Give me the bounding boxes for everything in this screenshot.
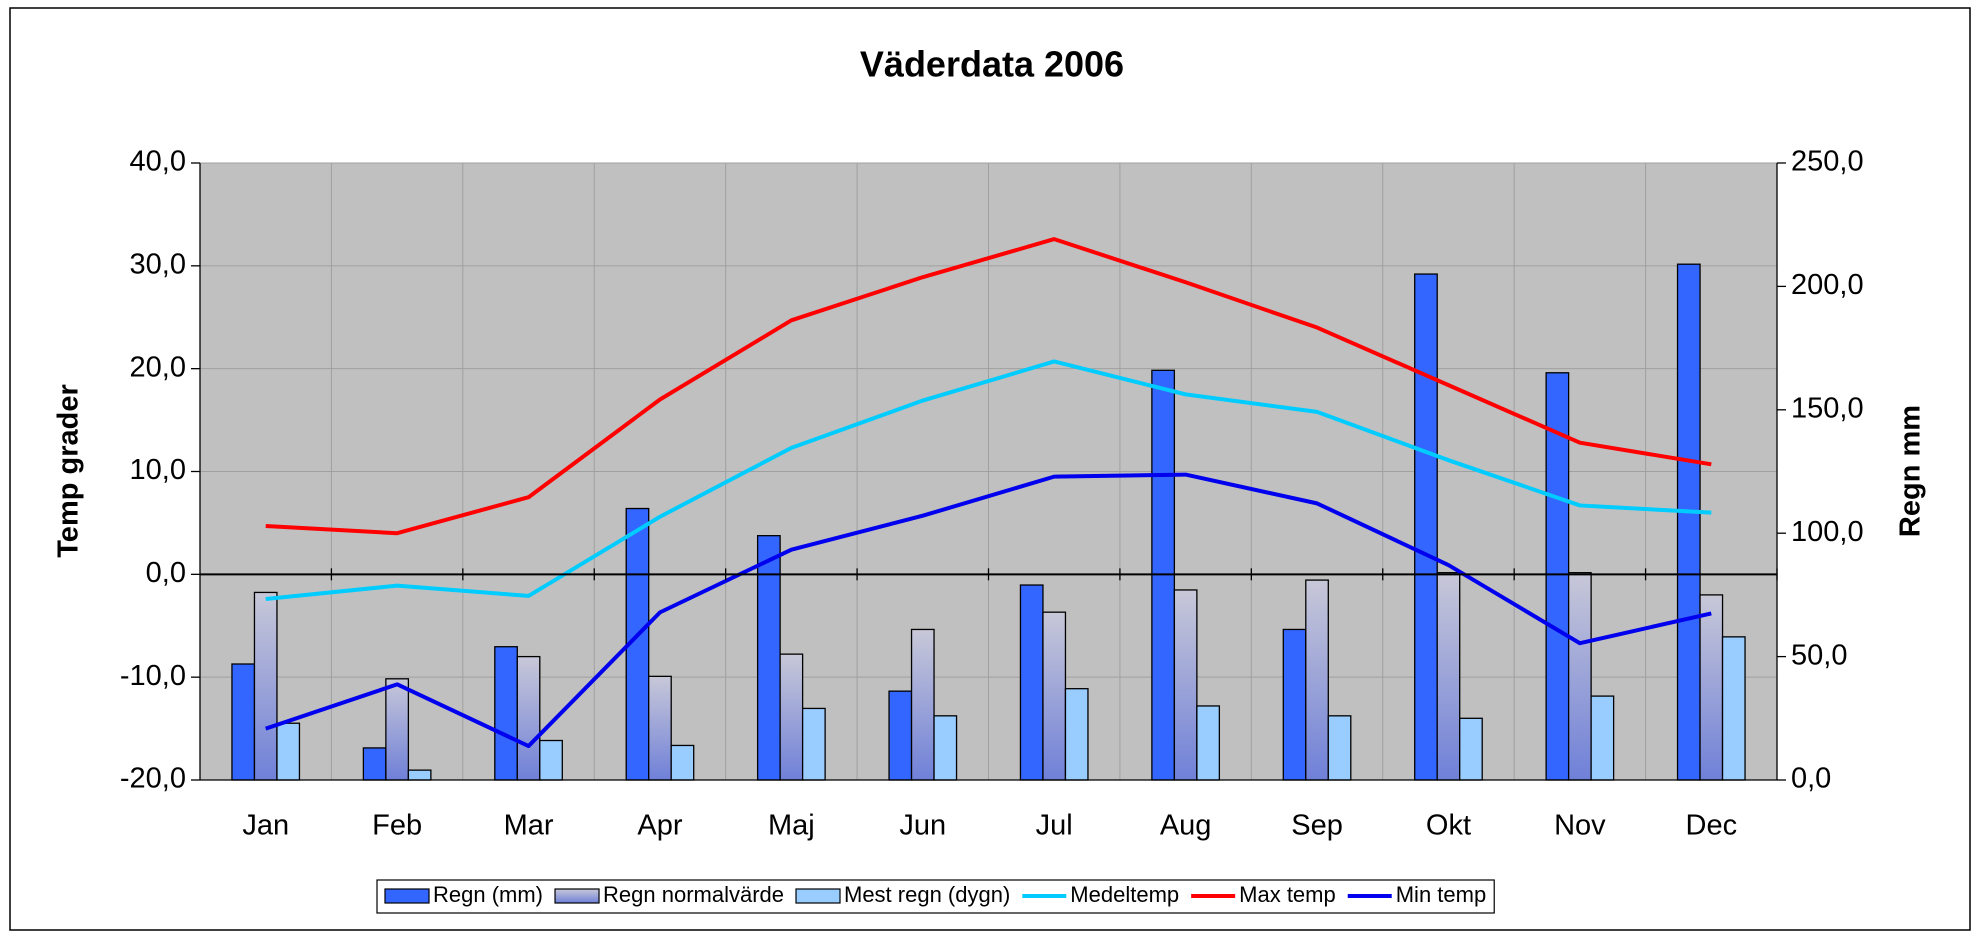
bar	[1414, 273, 1438, 781]
bar	[1721, 636, 1746, 781]
x-tick-label: Jan	[242, 810, 289, 842]
y2-tick-label: 50,0	[1791, 639, 1847, 671]
y-tick-label: 20,0	[130, 351, 186, 383]
bar	[1699, 594, 1724, 781]
bar	[516, 655, 541, 781]
x-tick-label: Maj	[768, 810, 815, 842]
bar	[276, 722, 301, 781]
bars	[231, 263, 1746, 781]
bar	[1196, 705, 1221, 781]
bar	[888, 690, 913, 781]
bar	[1459, 717, 1483, 781]
bar	[670, 744, 695, 781]
y-axis-label: Temp grader	[53, 384, 85, 558]
x-tick-label: Apr	[637, 810, 682, 842]
bar	[756, 535, 781, 781]
y2-tick-label: 250,0	[1791, 146, 1864, 178]
legend-items: Regn (mm) Regn normalvärde Mest regn (dygn…	[384, 882, 1486, 907]
bar	[779, 653, 804, 781]
y2-axis-label: Regn mm	[1895, 405, 1927, 537]
legend-swatch	[554, 888, 600, 904]
y-tick-label: 40,0	[130, 146, 186, 178]
legend-label: Mest regn (dygn)	[844, 882, 1010, 907]
bar	[1282, 628, 1307, 781]
bar	[407, 769, 432, 781]
line	[265, 237, 1712, 536]
legend-label: Regn normalvärde	[603, 882, 784, 907]
legend-label: Max temp	[1239, 882, 1336, 907]
legend-swatch	[795, 888, 841, 904]
bar	[1436, 572, 1461, 781]
x-tick-label: Mar	[504, 810, 554, 842]
x-tick-label: Dec	[1686, 810, 1738, 842]
x-tick-label: Jun	[899, 810, 946, 842]
chart-title: Väderdata 2006	[860, 44, 1124, 85]
y-tick-label: 0,0	[146, 557, 186, 589]
bar	[385, 678, 410, 781]
bar	[801, 707, 826, 781]
bar	[1305, 579, 1329, 781]
bar	[1042, 611, 1067, 781]
bar	[1567, 572, 1592, 781]
bar	[253, 591, 278, 781]
bar	[910, 628, 935, 781]
y-tick-label: 10,0	[130, 454, 186, 486]
bar	[1590, 695, 1615, 781]
bar	[494, 646, 518, 781]
y-tick-label: -10,0	[120, 660, 186, 692]
bar	[1173, 589, 1198, 781]
y2-tick-label: 100,0	[1791, 516, 1864, 548]
y-tick-label: 30,0	[130, 248, 186, 280]
x-tick-label: Sep	[1291, 810, 1343, 842]
axes: -20,0 -10,0 0,0 10,0 20,0 30,0 40,0 0,0 50,0 100,…	[120, 146, 1864, 842]
legend-label: Min temp	[1396, 882, 1486, 907]
bar	[1676, 263, 1701, 781]
y2-tick-label: 150,0	[1791, 392, 1864, 424]
bar	[1327, 715, 1352, 781]
y2-tick-label: 0,0	[1791, 763, 1831, 795]
bar	[231, 663, 256, 781]
legend-swatch	[384, 888, 430, 904]
bar	[933, 715, 958, 781]
x-tick-label: Nov	[1554, 810, 1606, 842]
x-tick-label: Aug	[1160, 810, 1212, 842]
legend-label: Regn (mm)	[433, 882, 543, 907]
bar	[362, 747, 387, 781]
x-tick-label: Feb	[372, 810, 422, 842]
line	[265, 472, 1712, 749]
y2-tick-label: 200,0	[1791, 269, 1864, 301]
lines	[265, 237, 1712, 749]
bar	[539, 739, 563, 781]
bar	[1019, 584, 1044, 781]
bar	[648, 675, 672, 781]
y-tick-label: -20,0	[120, 763, 186, 795]
legend-label: Medeltemp	[1070, 882, 1179, 907]
x-tick-label: Okt	[1426, 810, 1471, 842]
line	[265, 359, 1712, 602]
bar	[1064, 688, 1089, 781]
x-tick-label: Jul	[1036, 810, 1073, 842]
